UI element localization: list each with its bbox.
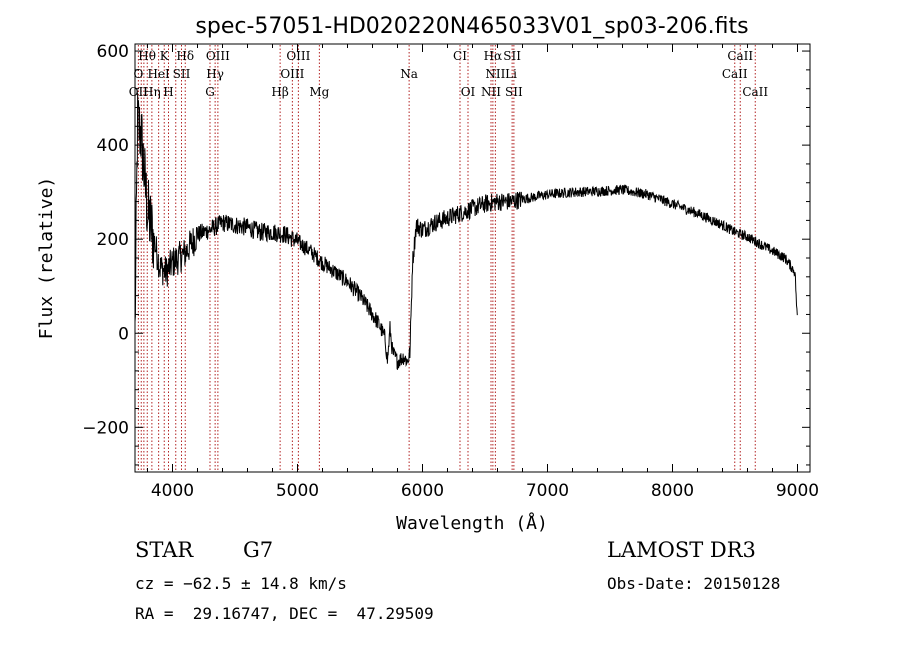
y-tick-label: 0 [118, 324, 129, 344]
annotation-label: Li [505, 67, 517, 81]
annotation-label: O [133, 67, 143, 81]
annotation-label: NII [485, 67, 505, 81]
annotation-label: SII [503, 49, 521, 63]
cz-readout: cz = −62.5 ± 14.8 km/s [135, 574, 347, 593]
x-tick-label: 6000 [401, 481, 444, 501]
annotation-label: CI [453, 49, 467, 63]
x-axis-ticks: 4000 5000 6000 7000 8000 9000 [147, 44, 819, 501]
y-tick-label: 200 [97, 230, 129, 250]
y-axis-ticks: −200 0 200 400 600 [82, 42, 810, 466]
annotation-label: SII [505, 85, 523, 99]
annotation-label: K [160, 49, 170, 63]
x-tick-label: 7000 [526, 481, 569, 501]
x-tick-label: 4000 [151, 481, 194, 501]
coords-readout: RA = 29.16747, DEC = 47.29509 [135, 604, 434, 623]
annotation-label: HeI [147, 67, 170, 81]
annotation-label: OII [129, 85, 149, 99]
x-tick-label: 9000 [776, 481, 819, 501]
annotation-label: OIII [286, 49, 310, 63]
x-tick-label: 5000 [276, 481, 319, 501]
plot-frame [134, 43, 811, 473]
annotation-label: Hθ [138, 49, 156, 63]
annotation-label: Hβ [271, 85, 288, 99]
annotation-label: Hγ [206, 67, 224, 81]
annotation-label: OI [461, 85, 476, 99]
annotation-label: CaII [742, 85, 768, 99]
annotation-lines [137, 45, 756, 471]
annotation-label: Mg [309, 85, 329, 99]
y-tick-label: 600 [97, 42, 129, 62]
annotation-label: Hδ [176, 49, 194, 63]
annotation-label: CaII [727, 49, 753, 63]
class-label: STAR [135, 538, 194, 562]
y-tick-label: 400 [97, 136, 129, 156]
spectrum-line [134, 93, 798, 370]
x-tick-label: 8000 [651, 481, 694, 501]
annotation-label: Hα [484, 49, 503, 63]
chart-title: spec-57051-HD020220N465033V01_sp03-206.f… [195, 14, 748, 39]
survey-label: LAMOST DR3 [607, 538, 756, 562]
subclass-label: G7 [243, 538, 274, 562]
annotation-label: Hη [143, 85, 161, 99]
annotation-label: SII [173, 67, 191, 81]
annotation-label: Na [400, 67, 418, 81]
annotation-label: NII [481, 85, 501, 99]
annotation-label: CaII [722, 67, 748, 81]
annotation-label: OIII [206, 49, 230, 63]
obs-date-readout: Obs-Date: 20150128 [607, 574, 781, 593]
y-tick-label: −200 [82, 418, 129, 438]
y-axis-label: Flux (relative) [36, 177, 57, 340]
annotation-label: OIII [280, 67, 304, 81]
annotation-label: H [163, 85, 173, 99]
annotation-label: G [205, 85, 215, 99]
x-axis-label: Wavelength (Å) [396, 512, 548, 534]
